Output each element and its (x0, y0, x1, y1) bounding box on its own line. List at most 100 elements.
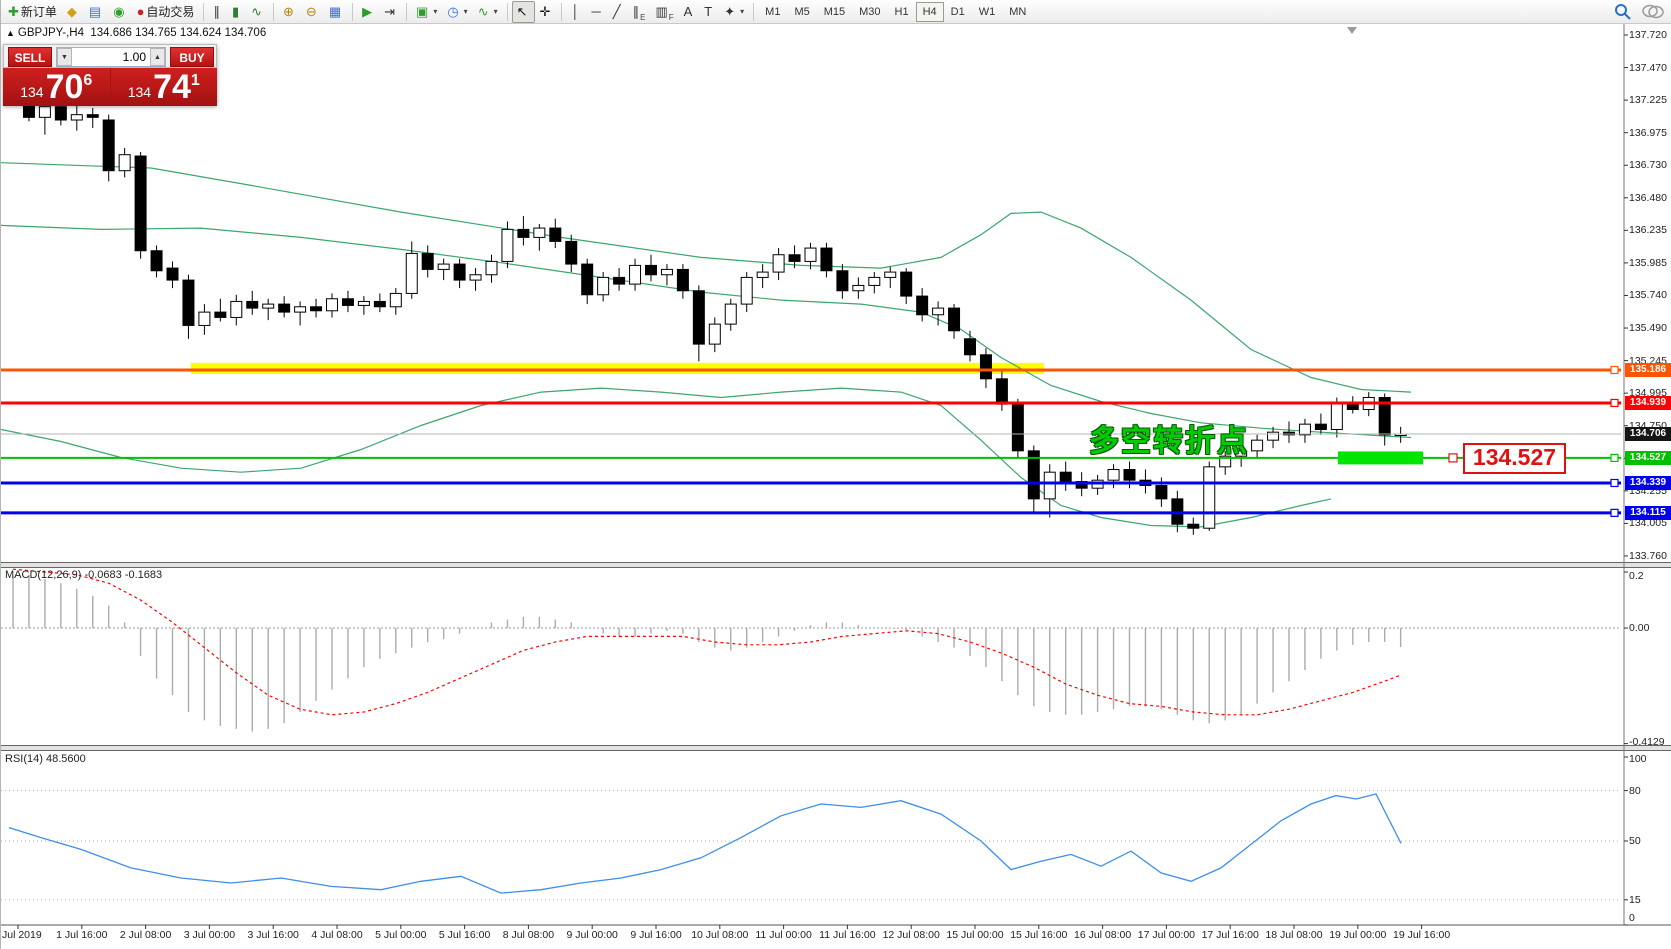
crosshair-button-icon: ✛ (539, 4, 551, 19)
pivot-line-handle[interactable] (1610, 453, 1619, 463)
timeframe-button-w1[interactable]: W1 (978, 5, 996, 18)
market-watch-button[interactable]: ▤ (84, 1, 108, 23)
candle-body (1378, 396, 1391, 436)
green-highlight-zone[interactable] (1338, 451, 1423, 465)
text-button[interactable]: A (679, 1, 700, 23)
signals-button[interactable]: ◉ (108, 1, 131, 23)
toolbar-separator (506, 2, 508, 21)
time-axis-label: 9 Jul 16:00 (630, 929, 682, 941)
candle-body (421, 252, 434, 270)
candle-body (453, 263, 466, 281)
timeframe-button-m30[interactable]: M30 (859, 5, 881, 18)
volume-decrease-button[interactable]: ▼ (57, 48, 72, 66)
arrows-button[interactable]: ✦ ▾ (719, 1, 749, 23)
candle-body (1107, 469, 1120, 481)
timeframe-button-h4[interactable]: H4 (915, 1, 944, 22)
price-axis-label: 136.480 (1629, 191, 1667, 204)
candle-body (166, 267, 179, 281)
candle-body (868, 276, 881, 286)
panel-splitter[interactable] (1, 562, 1671, 568)
buy-button[interactable]: BUY (170, 47, 214, 67)
candle-body (389, 292, 402, 308)
tile-windows-button[interactable]: ▦ (324, 1, 348, 23)
search-icon[interactable] (1614, 3, 1632, 21)
auto-scroll-button[interactable]: ▶ (357, 1, 379, 23)
resistance-line-1-handle[interactable] (1610, 365, 1619, 375)
equidistant-channel-button-suffix: E (640, 12, 646, 22)
candle-body (565, 240, 578, 265)
resistance-line-2-price-tag: 134.939 (1625, 395, 1671, 410)
zoom-out-button[interactable]: ⊖ (301, 1, 324, 23)
indicators-button[interactable]: ∿ ▾ (473, 1, 503, 23)
cursor-button[interactable]: ↖ (511, 0, 535, 23)
timeframe-button-mn[interactable]: MN (1009, 5, 1027, 18)
support-line-1-handle[interactable] (1610, 478, 1619, 488)
candle-body (405, 252, 418, 294)
candle-body (102, 119, 115, 172)
chart-shift-button[interactable]: ⇥ (379, 1, 402, 23)
line-chart-button[interactable]: ∿ (246, 1, 269, 23)
time-axis-label: 10 Jul 08:00 (691, 929, 749, 941)
symbol-info: ▲ GBPJPY-,H4 134.686 134.765 134.624 134.… (6, 27, 266, 39)
autotrading-button[interactable]: ● 自动交易 (132, 1, 200, 23)
candlestick-chart-button[interactable]: ▮ (227, 1, 246, 23)
panel-splitter[interactable] (1, 745, 1671, 751)
bar-chart-button-icon: ∥ (213, 4, 220, 19)
text-label-button[interactable]: T (699, 1, 719, 23)
bollinger-upper-band (1, 162, 1412, 393)
chat-icon[interactable] (1642, 3, 1664, 21)
timeframe-button-d1[interactable]: D1 (950, 5, 965, 18)
sell-button[interactable]: SELL (8, 47, 52, 67)
bollinger-lower-band (1, 387, 1332, 528)
ask-price[interactable]: 134 74 1 (110, 68, 217, 106)
zoom-in-button[interactable]: ⊕ (278, 1, 301, 23)
timeframe-button-h1[interactable]: H1 (894, 5, 909, 18)
rsi-scale-label: 100 (1629, 753, 1647, 765)
candle-body (740, 276, 753, 305)
zoom-out-button-icon: ⊖ (305, 4, 317, 19)
candle-body (1283, 431, 1295, 436)
resistance-line-2-handle[interactable] (1610, 398, 1619, 408)
profile-button[interactable]: ◆ (62, 1, 84, 23)
price-axis-label: 135.985 (1629, 256, 1667, 269)
yellow-highlight-zone[interactable] (191, 362, 1044, 374)
templates-button[interactable]: ▣ ▾ (411, 1, 442, 23)
new-order-button[interactable]: ✚ 新订单 (3, 1, 62, 23)
rsi-label: RSI(14) 48.5600 (5, 753, 86, 765)
fibonacci-button[interactable]: ▥ F (650, 1, 678, 23)
time-axis-label: 8 Jul 08:00 (502, 929, 555, 941)
symbol-name: GBPJPY-,H4 (17, 27, 84, 39)
vertical-line-button[interactable]: │ (566, 1, 586, 23)
candle-body (1155, 485, 1168, 500)
volume-increase-button[interactable]: ▲ (150, 48, 165, 66)
toolbar-separator (273, 2, 274, 21)
equidistant-channel-button[interactable]: ∥ E (628, 1, 651, 23)
time-axis-label: 18 Jul 08:00 (1265, 929, 1323, 941)
candlestick-chart-button-icon: ▮ (231, 4, 240, 19)
bid-price[interactable]: 134 70 6 (3, 68, 110, 106)
support-line-2-handle[interactable] (1610, 508, 1619, 517)
time-axis-label: 4 Jul 08:00 (311, 929, 363, 941)
timeframe-button-m1[interactable]: M1 (765, 5, 781, 18)
candle-body (772, 254, 785, 273)
macd-scale-label: 0.2 (1629, 570, 1644, 582)
periods-button[interactable]: ◷ ▾ (442, 1, 472, 23)
callout-anchor-handle[interactable] (1448, 453, 1458, 463)
candle-body (1059, 471, 1072, 483)
auto-scroll-button-icon: ▶ (362, 4, 373, 19)
time-axis-label: 19 Jul 00:00 (1329, 929, 1387, 941)
time-axis-label: 5 Jul 16:00 (438, 929, 491, 941)
time-axis-label: 3 Jul 00:00 (183, 929, 236, 941)
timeframe-button-m5[interactable]: M5 (794, 5, 810, 18)
horizontal-line-button[interactable]: ─ (587, 1, 608, 23)
crosshair-button[interactable]: ✛ (535, 1, 558, 23)
timeframe-button-m15[interactable]: M15 (823, 5, 846, 18)
time-axis-label: 17 Jul 16:00 (1201, 929, 1259, 941)
bar-chart-button[interactable]: ∥ (208, 1, 227, 23)
trendline-button[interactable]: ╱ (608, 1, 628, 23)
candle-body (708, 323, 721, 345)
candle-body (294, 306, 307, 313)
volume-input[interactable] (72, 48, 150, 66)
